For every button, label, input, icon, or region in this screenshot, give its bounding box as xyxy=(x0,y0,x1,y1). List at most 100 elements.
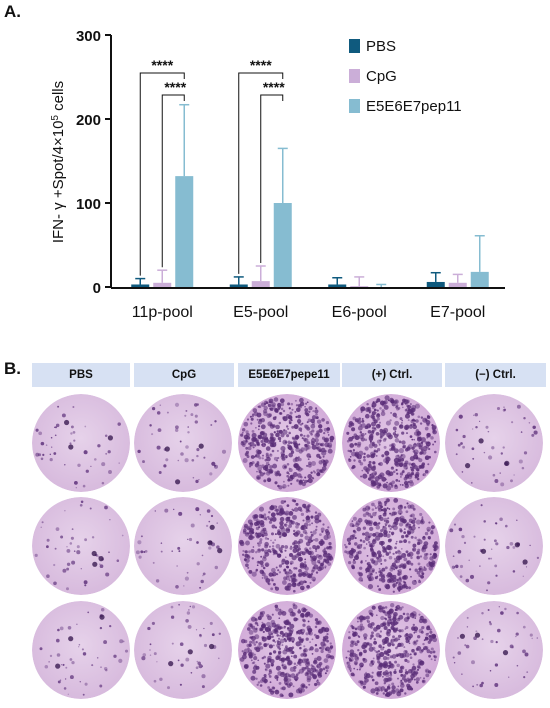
spot xyxy=(280,687,283,690)
spot xyxy=(509,541,514,546)
spot xyxy=(317,512,322,517)
spot xyxy=(460,442,463,445)
spot xyxy=(356,657,359,659)
spot xyxy=(316,453,321,458)
spot xyxy=(409,568,412,571)
spot xyxy=(416,556,419,559)
spot xyxy=(78,646,80,648)
spot xyxy=(272,541,275,544)
spot xyxy=(307,458,310,460)
spot xyxy=(273,456,278,461)
spot xyxy=(466,626,469,628)
spot xyxy=(392,617,397,622)
spot xyxy=(261,431,266,435)
spot xyxy=(364,645,368,648)
spot xyxy=(384,500,388,505)
spot xyxy=(282,429,288,435)
spot xyxy=(116,559,120,562)
y-tick-label: 300 xyxy=(76,28,101,45)
spot xyxy=(356,551,360,555)
spot xyxy=(297,687,303,693)
spot xyxy=(263,405,268,411)
spot xyxy=(278,473,282,477)
spot xyxy=(259,560,264,565)
spot xyxy=(379,439,382,442)
spot xyxy=(324,559,330,564)
spot xyxy=(268,688,273,693)
spot xyxy=(276,402,282,408)
spot xyxy=(382,610,386,614)
spot xyxy=(246,627,251,631)
spot xyxy=(322,627,326,631)
spot xyxy=(403,539,407,543)
spot xyxy=(400,453,406,459)
spot xyxy=(301,667,306,671)
spot xyxy=(82,693,85,696)
spot xyxy=(149,654,152,656)
spot xyxy=(66,567,70,571)
spot xyxy=(525,566,528,568)
spot xyxy=(428,636,433,642)
spot xyxy=(264,668,267,671)
spot xyxy=(352,630,354,633)
spot xyxy=(356,545,360,549)
spot xyxy=(276,634,279,637)
spot xyxy=(307,418,312,423)
spot xyxy=(391,446,395,450)
spot xyxy=(279,671,285,677)
spot xyxy=(397,504,403,510)
spot xyxy=(367,623,373,628)
spot xyxy=(351,553,354,556)
spot xyxy=(271,402,276,407)
spot xyxy=(278,564,282,568)
spot xyxy=(196,541,199,544)
spot xyxy=(394,420,400,426)
spot xyxy=(188,609,190,611)
spot xyxy=(309,646,314,651)
spot xyxy=(368,609,373,615)
spot xyxy=(296,630,299,634)
spot xyxy=(351,565,355,569)
spot xyxy=(196,454,199,458)
spot xyxy=(246,418,250,421)
spot xyxy=(251,640,255,644)
spot xyxy=(194,403,198,407)
spot xyxy=(189,605,192,608)
spot xyxy=(62,568,67,573)
spot xyxy=(190,671,193,674)
spot xyxy=(272,650,277,654)
spot xyxy=(426,423,430,427)
column-header: E5E6E7pepe11 xyxy=(238,363,340,387)
spot xyxy=(356,454,362,460)
spot xyxy=(315,571,319,574)
spot xyxy=(255,532,258,535)
spot xyxy=(71,560,76,565)
spot xyxy=(395,540,398,543)
spot xyxy=(276,553,279,556)
spot xyxy=(389,482,393,486)
spot xyxy=(367,429,372,434)
spot xyxy=(362,657,366,661)
spot xyxy=(275,543,281,549)
spot xyxy=(415,429,420,433)
spot xyxy=(190,413,194,417)
spot xyxy=(259,520,265,526)
spot xyxy=(137,449,141,454)
spot xyxy=(276,678,279,681)
spot xyxy=(413,626,419,632)
spot xyxy=(370,431,375,435)
spot xyxy=(523,416,526,420)
spot xyxy=(401,440,406,445)
spot xyxy=(316,681,321,686)
spot xyxy=(422,544,428,550)
spot xyxy=(268,644,273,649)
spot xyxy=(410,562,414,566)
spot xyxy=(267,673,271,676)
spot xyxy=(271,632,274,635)
spot xyxy=(243,648,249,654)
spot xyxy=(245,540,250,546)
spot xyxy=(297,403,302,408)
spot xyxy=(284,455,288,458)
spot xyxy=(385,673,390,678)
spot xyxy=(425,670,428,672)
